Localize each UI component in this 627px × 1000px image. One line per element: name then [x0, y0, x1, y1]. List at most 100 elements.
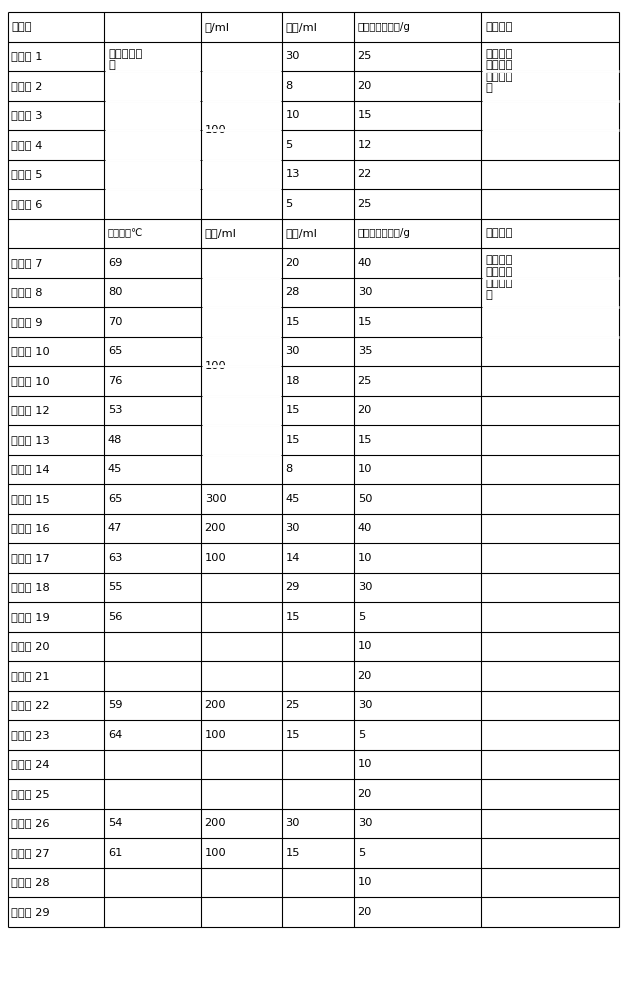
- Text: 实施例 2: 实施例 2: [11, 81, 43, 91]
- Text: 28: 28: [285, 287, 300, 297]
- Text: 30: 30: [285, 523, 300, 533]
- Text: 54: 54: [108, 818, 122, 828]
- Text: 15: 15: [285, 317, 300, 327]
- Text: 全溶，淡
黄色溶液
均匀、清
亮: 全溶，淡 黄色溶液 均匀、清 亮: [485, 255, 512, 300]
- Text: 53: 53: [108, 405, 122, 415]
- Text: 磷酸/ml: 磷酸/ml: [285, 22, 317, 32]
- Text: 实施例 17: 实施例 17: [11, 553, 50, 563]
- Text: 实施例 21: 实施例 21: [11, 671, 50, 681]
- Text: 69: 69: [108, 258, 122, 268]
- Text: 30: 30: [357, 582, 372, 592]
- Text: 30: 30: [285, 346, 300, 356]
- Text: 实施例 1: 实施例 1: [11, 51, 43, 61]
- Text: 10: 10: [357, 553, 372, 563]
- Text: 10: 10: [357, 877, 372, 887]
- Text: 实施例 20: 实施例 20: [11, 641, 50, 651]
- Text: 10: 10: [357, 759, 372, 769]
- Text: 实施例 6: 实施例 6: [11, 199, 43, 209]
- Text: 15: 15: [357, 317, 372, 327]
- Text: 10: 10: [357, 641, 372, 651]
- Text: 200: 200: [204, 523, 226, 533]
- Text: 64: 64: [108, 730, 122, 740]
- Text: 5: 5: [357, 612, 365, 622]
- Text: 45: 45: [285, 494, 300, 504]
- Text: 76: 76: [108, 376, 122, 386]
- Text: 40: 40: [357, 258, 372, 268]
- Text: 实施例: 实施例: [11, 22, 32, 32]
- Text: 20: 20: [357, 671, 372, 681]
- Text: 20: 20: [285, 258, 300, 268]
- Text: 15: 15: [285, 730, 300, 740]
- Text: 15: 15: [357, 110, 372, 120]
- Text: 200: 200: [204, 818, 226, 828]
- Text: 15: 15: [285, 405, 300, 415]
- Text: 30: 30: [285, 51, 300, 61]
- Text: 50: 50: [357, 494, 372, 504]
- Text: 溶解情况: 溶解情况: [485, 228, 512, 238]
- Text: 磷酸/ml: 磷酸/ml: [285, 228, 317, 238]
- Text: 实施例 25: 实施例 25: [11, 789, 50, 799]
- Text: 实施例 10: 实施例 10: [11, 346, 50, 356]
- Text: 100: 100: [204, 361, 226, 371]
- Text: 实施例 24: 实施例 24: [11, 759, 50, 769]
- Text: 实施例 12: 实施例 12: [11, 405, 50, 415]
- Text: 30: 30: [357, 287, 372, 297]
- Text: 30: 30: [357, 818, 372, 828]
- Text: 实施例 28: 实施例 28: [11, 877, 50, 887]
- Text: 65: 65: [108, 346, 122, 356]
- Text: 实施例 29: 实施例 29: [11, 907, 50, 917]
- Text: 5: 5: [285, 199, 293, 209]
- Text: 8: 8: [285, 81, 293, 91]
- Text: 100: 100: [204, 848, 226, 858]
- Text: 实施例 3: 实施例 3: [11, 110, 43, 120]
- Text: 48: 48: [108, 435, 122, 445]
- Text: 25: 25: [285, 700, 300, 710]
- Text: 实施例 27: 实施例 27: [11, 848, 50, 858]
- Text: 实施例 14: 实施例 14: [11, 464, 50, 474]
- Text: 100: 100: [204, 553, 226, 563]
- Text: 40: 40: [357, 523, 372, 533]
- Text: 63: 63: [108, 553, 122, 563]
- Text: 61: 61: [108, 848, 122, 858]
- Text: 实施例 8: 实施例 8: [11, 287, 43, 297]
- Text: 25: 25: [357, 51, 372, 61]
- Text: 普通的饮用
水: 普通的饮用 水: [108, 49, 142, 70]
- Text: 左旋四氢巴马汀/g: 左旋四氢巴马汀/g: [357, 22, 411, 32]
- Text: 20: 20: [357, 907, 372, 917]
- Text: 左旋四氢巴马汀/g: 左旋四氢巴马汀/g: [357, 228, 411, 238]
- Text: 5: 5: [357, 848, 365, 858]
- Text: 30: 30: [357, 700, 372, 710]
- Text: 实施例 5: 实施例 5: [11, 169, 43, 179]
- Text: 15: 15: [285, 612, 300, 622]
- Text: 18: 18: [285, 376, 300, 386]
- Text: 12: 12: [357, 140, 372, 150]
- Text: 温水/ml: 温水/ml: [204, 228, 236, 238]
- Text: 实施例 19: 实施例 19: [11, 612, 50, 622]
- Text: 13: 13: [285, 169, 300, 179]
- Text: 实施例 4: 实施例 4: [11, 140, 43, 150]
- Text: 实施例 15: 实施例 15: [11, 494, 50, 504]
- Text: 35: 35: [357, 346, 372, 356]
- Text: 实施例 7: 实施例 7: [11, 258, 43, 268]
- Text: 10: 10: [285, 110, 300, 120]
- Text: 200: 200: [204, 700, 226, 710]
- Text: 实施例 10: 实施例 10: [11, 376, 50, 386]
- Text: 15: 15: [285, 848, 300, 858]
- Text: 14: 14: [285, 553, 300, 563]
- Text: 5: 5: [357, 730, 365, 740]
- Text: 65: 65: [108, 494, 122, 504]
- Text: 实施例 18: 实施例 18: [11, 582, 50, 592]
- Text: 10: 10: [357, 464, 372, 474]
- Text: 实施例 16: 实施例 16: [11, 523, 50, 533]
- Text: 25: 25: [357, 376, 372, 386]
- Text: 22: 22: [357, 169, 372, 179]
- Text: 59: 59: [108, 700, 122, 710]
- Text: 30: 30: [285, 818, 300, 828]
- Text: 实施例 13: 实施例 13: [11, 435, 50, 445]
- Text: 15: 15: [285, 435, 300, 445]
- Text: 45: 45: [108, 464, 122, 474]
- Text: 全溶，淡
黄色溶液
均匀、清
亮: 全溶，淡 黄色溶液 均匀、清 亮: [485, 49, 512, 93]
- Text: 实施例 9: 实施例 9: [11, 317, 43, 327]
- Text: 47: 47: [108, 523, 122, 533]
- Text: 15: 15: [357, 435, 372, 445]
